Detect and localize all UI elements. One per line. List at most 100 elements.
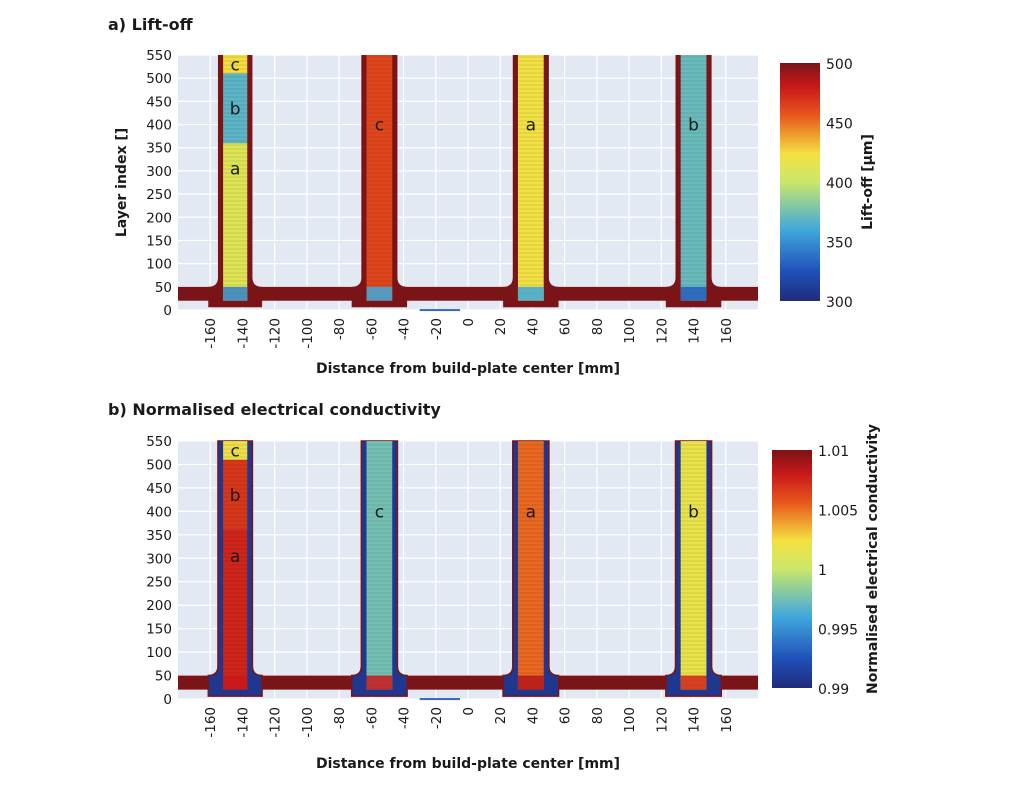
y-tick-label: 400 (146, 118, 172, 134)
colorbar-tick-label: 0.995 (818, 623, 858, 639)
segment-label-b: b (230, 99, 241, 119)
x-tick-label: 120 (654, 707, 670, 733)
y-tick-label: 150 (146, 233, 172, 249)
panel-title-a: a) Lift-off (108, 15, 194, 34)
y-tick-label: 100 (146, 257, 172, 273)
segment-texture (680, 55, 707, 301)
column-bottom (680, 286, 707, 301)
y-tick-label: 500 (146, 71, 172, 87)
segment-label-c: c (375, 502, 384, 522)
colorbar-tick-label: 350 (826, 236, 853, 252)
segment-texture (223, 55, 248, 74)
x-tick-label: -60 (364, 707, 380, 729)
colorbar: 0.99 0.995 1 1.005 1.01 Normalised electrical… (772, 424, 881, 698)
x-tick-label: -120 (268, 707, 284, 738)
x-axis-label: Distance from build-plate center [mm] (316, 756, 620, 772)
colorbar-gradient (780, 63, 820, 301)
colorbar-tick-label: 500 (826, 57, 853, 73)
x-tick-label: -120 (268, 318, 284, 349)
y-tick-label: 200 (146, 210, 172, 226)
colorbar-tick-label: 0.99 (818, 682, 849, 698)
colorbar-tick-label: 1 (818, 563, 827, 579)
y-tick-label: 0 (163, 303, 172, 319)
x-tick-label: 160 (719, 707, 735, 733)
y-tick-label: 250 (146, 575, 172, 591)
x-tick-label: -60 (364, 318, 380, 340)
x-tick-label: 80 (590, 707, 606, 724)
x-tick-label: -20 (429, 318, 445, 340)
x-tick-label: -140 (235, 318, 251, 349)
y-axis-label: Layer index [] (114, 128, 130, 237)
column-wall-edge (665, 440, 723, 697)
column-4: b (665, 55, 722, 308)
segment-label-c: c (231, 55, 240, 75)
x-tick-label: -40 (397, 318, 413, 340)
x-tick-label: -160 (203, 318, 219, 349)
x-tick-label: 60 (558, 318, 574, 335)
y-tick-label: 50 (155, 280, 172, 296)
y-tick-label: 400 (146, 504, 172, 520)
y-tick-label: 250 (146, 187, 172, 203)
colorbar-label: Normalised electrical conductivity (865, 424, 881, 694)
colorbar-tick-label: 400 (826, 176, 853, 192)
x-tick-label: 100 (622, 318, 638, 344)
column-wall-edge (207, 440, 263, 697)
segment-label-a: a (230, 547, 240, 567)
y-tick-label: 100 (146, 645, 172, 661)
x-tick-label: 0 (461, 707, 477, 716)
column-bottom (366, 675, 393, 690)
colorbar: 300 350 400 450 500 Lift-off [µm] (780, 57, 876, 311)
segment-texture (223, 441, 248, 460)
x-tick-label: -100 (300, 318, 316, 349)
x-tick-label: -20 (429, 707, 445, 729)
segment-texture (517, 441, 544, 690)
colorbar-gradient (772, 450, 812, 688)
column-4: b (665, 440, 723, 697)
segment-label-c: c (375, 116, 384, 136)
x-tick-label: 20 (493, 707, 509, 724)
segment-label-c: c (231, 441, 240, 461)
chart-panel-b: b) Normalised electrical conductivity a b c… (108, 400, 881, 772)
column-bottom (517, 286, 544, 301)
x-tick-label: 120 (654, 318, 670, 344)
x-tick-label: -80 (332, 318, 348, 340)
column-2: c (350, 440, 408, 697)
y-tick-label: 350 (146, 528, 172, 544)
column-bottom (223, 675, 248, 690)
x-axis-label: Distance from build-plate center [mm] (316, 361, 620, 377)
segment-texture (223, 143, 248, 301)
x-tick-label: -140 (235, 707, 251, 738)
y-tick-label: 300 (146, 164, 172, 180)
baseplate-band (178, 675, 758, 690)
y-tick-label: 300 (146, 551, 172, 567)
x-tick-label: 20 (493, 318, 509, 335)
segment-label-a: a (526, 116, 536, 136)
segment-texture (223, 73, 248, 144)
y-tick-label: 0 (163, 692, 172, 708)
segment-texture (366, 55, 393, 301)
panel-title-b: b) Normalised electrical conductivity (108, 400, 441, 419)
x-tick-label: -100 (300, 707, 316, 738)
segment-texture (517, 55, 544, 301)
column-bottom (517, 675, 544, 690)
colorbar-tick-label: 450 (826, 117, 853, 133)
segment-label-b: b (688, 116, 699, 136)
colorbar-tick-label: 1.01 (818, 444, 849, 460)
y-tick-label: 350 (146, 141, 172, 157)
x-tick-label: 160 (719, 318, 735, 344)
column-wall-edge (350, 440, 408, 697)
column-2: c (351, 55, 408, 308)
colorbar-tick-label: 1.005 (818, 504, 858, 520)
segment-texture (223, 530, 248, 690)
segment-texture (680, 441, 707, 690)
y-tick-label: 150 (146, 622, 172, 638)
x-tick-label: 100 (622, 707, 638, 733)
column-1: a b c (208, 55, 263, 308)
x-tick-label: 80 (590, 318, 606, 335)
column-wall-edge (502, 440, 560, 697)
segment-label-a: a (526, 502, 536, 522)
segment-label-b: b (688, 502, 699, 522)
x-tick-label: -40 (397, 707, 413, 729)
